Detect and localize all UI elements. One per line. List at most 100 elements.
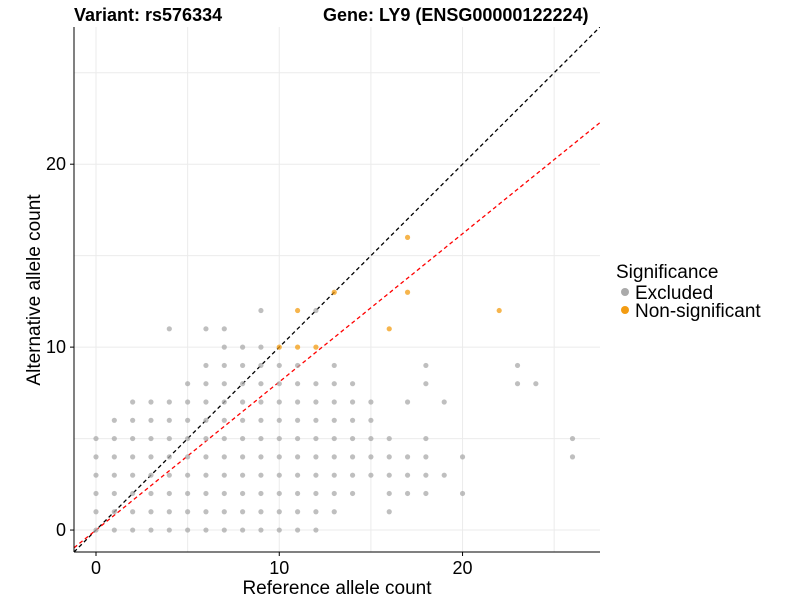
point-excluded — [404, 399, 411, 405]
point-excluded — [130, 527, 136, 533]
point-excluded — [368, 472, 374, 478]
point-excluded — [368, 435, 374, 442]
point-excluded — [111, 527, 117, 533]
point-excluded — [423, 454, 429, 460]
legend-label-non-significant: Non-significant — [635, 301, 761, 322]
point-excluded — [148, 454, 154, 460]
point-excluded — [276, 454, 282, 460]
point-excluded — [313, 399, 319, 405]
point-excluded — [349, 454, 356, 460]
point-excluded — [514, 362, 521, 369]
point-excluded — [459, 454, 466, 460]
point-excluded — [276, 472, 282, 478]
point-excluded — [203, 454, 209, 460]
point-excluded — [240, 399, 246, 405]
point-excluded — [349, 435, 356, 442]
point-excluded — [148, 527, 154, 533]
point-excluded — [185, 490, 191, 497]
point-excluded — [221, 490, 227, 497]
point-excluded — [221, 399, 227, 405]
point-excluded — [166, 472, 172, 478]
point-excluded — [166, 527, 172, 533]
point-excluded — [569, 454, 576, 460]
point-excluded — [386, 472, 392, 478]
point-excluded — [276, 527, 282, 533]
point-excluded — [93, 509, 99, 515]
point-excluded — [294, 527, 301, 533]
point-excluded — [404, 490, 411, 497]
point-excluded — [93, 527, 99, 533]
point-excluded — [294, 381, 301, 387]
point-excluded — [386, 509, 392, 515]
point-excluded — [258, 381, 264, 387]
point-excluded — [130, 399, 136, 405]
y-tick-label: 20 — [46, 154, 66, 174]
point-excluded — [258, 417, 264, 423]
point-excluded — [349, 399, 356, 405]
point-excluded — [368, 399, 374, 405]
point-non-significant — [331, 289, 337, 295]
point-excluded — [313, 435, 319, 442]
point-excluded — [331, 399, 337, 405]
point-excluded — [185, 509, 191, 515]
point-excluded — [185, 417, 191, 423]
point-excluded — [111, 435, 117, 442]
point-excluded — [166, 417, 172, 423]
point-non-significant — [276, 344, 282, 350]
point-excluded — [93, 435, 99, 442]
point-excluded — [203, 472, 209, 478]
point-excluded — [441, 472, 447, 478]
point-excluded — [276, 509, 282, 515]
point-non-significant — [496, 307, 502, 314]
point-excluded — [203, 362, 209, 369]
point-excluded — [240, 490, 246, 497]
point-excluded — [294, 490, 301, 497]
point-excluded — [294, 362, 301, 369]
point-non-significant — [404, 234, 411, 240]
point-excluded — [221, 381, 227, 387]
point-excluded — [313, 417, 319, 423]
y-tick-label: 10 — [46, 337, 66, 357]
title-variant: Variant: rs576334 — [74, 5, 222, 25]
point-excluded — [441, 399, 447, 405]
point-excluded — [423, 381, 429, 387]
legend-title: Significance — [616, 262, 718, 283]
point-excluded — [166, 490, 172, 497]
point-excluded — [331, 362, 337, 369]
point-excluded — [203, 381, 209, 387]
point-excluded — [276, 490, 282, 497]
point-excluded — [111, 454, 117, 460]
point-excluded — [294, 454, 301, 460]
point-excluded — [240, 362, 246, 369]
point-excluded — [221, 417, 227, 423]
point-excluded — [313, 527, 319, 533]
legend-swatch-excluded — [621, 288, 629, 296]
axis-ticks: 0 10 20 0 10 20 — [46, 154, 473, 578]
point-excluded — [203, 399, 209, 405]
point-excluded — [423, 362, 429, 369]
point-excluded — [221, 509, 227, 515]
point-excluded — [240, 472, 246, 478]
point-excluded — [240, 435, 246, 442]
point-excluded — [368, 454, 374, 460]
point-excluded — [423, 435, 429, 442]
point-excluded — [386, 435, 392, 442]
point-excluded — [349, 381, 356, 387]
point-excluded — [111, 509, 117, 515]
point-excluded — [221, 527, 227, 533]
point-excluded — [258, 399, 264, 405]
point-excluded — [514, 381, 521, 387]
point-excluded — [185, 454, 191, 460]
point-excluded — [258, 472, 264, 478]
data-points — [93, 234, 576, 533]
y-tick-label: 0 — [56, 520, 66, 540]
grid-lines — [74, 27, 600, 552]
point-excluded — [148, 435, 154, 442]
point-excluded — [203, 435, 209, 442]
point-excluded — [313, 307, 319, 314]
point-excluded — [185, 399, 191, 405]
point-excluded — [203, 326, 209, 332]
point-excluded — [185, 472, 191, 478]
point-excluded — [166, 454, 172, 460]
